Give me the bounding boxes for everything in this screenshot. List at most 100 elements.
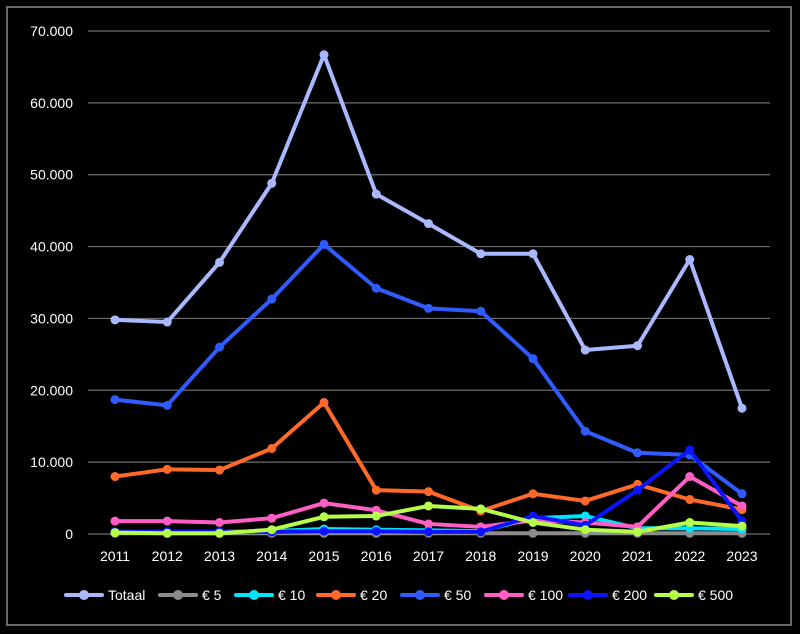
data-point [476, 527, 486, 537]
legend-marker [583, 590, 593, 600]
y-axis-ticks: 0 10.000 20.000 30.000 40.000 50.000 60.000 70.… [30, 23, 73, 542]
data-point [528, 249, 538, 259]
legend-marker [669, 590, 679, 600]
grid-lines [88, 30, 770, 535]
series-line [113, 52, 744, 411]
legend-marker [331, 590, 341, 600]
data-point [319, 398, 329, 408]
data-point [215, 342, 224, 352]
data-point [580, 496, 590, 506]
data-point [267, 178, 277, 188]
data-point [737, 489, 747, 499]
x-tick-label: 2017 [413, 548, 444, 564]
data-point [371, 283, 381, 293]
data-point [162, 317, 172, 327]
data-point [110, 395, 120, 405]
data-point [371, 189, 381, 199]
data-point [528, 528, 538, 538]
data-point [424, 303, 433, 313]
x-tick-label: 2019 [517, 548, 548, 564]
x-tick-label: 2020 [570, 548, 601, 564]
legend-label: € 20 [360, 587, 387, 603]
x-tick-label: 2015 [308, 548, 339, 564]
data-point [371, 511, 381, 521]
data-point [267, 525, 277, 535]
data-point [319, 50, 329, 60]
x-tick-label: 2013 [204, 548, 235, 564]
data-point [162, 516, 172, 526]
data-point [685, 445, 695, 455]
data-point [110, 516, 120, 526]
legend-item-0: Totaal [64, 587, 145, 603]
data-point [110, 315, 120, 325]
data-point [633, 485, 642, 495]
legend-label: Totaal [108, 587, 145, 603]
legend-item-6: € 200 [568, 587, 647, 603]
legend-item-2: € 10 [234, 587, 305, 603]
data-point [424, 219, 433, 229]
series-7 [110, 501, 747, 538]
data-point [162, 464, 172, 474]
x-tick-label: 2023 [726, 548, 757, 564]
y-tick-label: 10.000 [30, 454, 73, 470]
x-axis-ticks: 2011 2012 2013 2014 2015 2016 2017 2018 2019 2020… [100, 548, 758, 564]
y-tick-label: 50.000 [30, 167, 73, 183]
series-0 [110, 50, 747, 413]
data-point [580, 426, 590, 436]
legend-marker [173, 590, 183, 600]
legend: Totaal € 5 € 10 € 20 € 50 € 100 € 200 € 500 [64, 587, 733, 603]
x-tick-label: 2011 [100, 548, 130, 564]
x-tick-label: 2014 [256, 548, 287, 564]
data-point [528, 354, 538, 364]
legend-marker [415, 590, 425, 600]
data-point [685, 255, 695, 265]
legend-label: € 100 [528, 587, 563, 603]
legend-item-3: € 20 [316, 587, 387, 603]
data-point [215, 465, 224, 475]
legend-label: € 10 [278, 587, 305, 603]
data-point [267, 443, 277, 453]
data-point [633, 448, 642, 458]
data-point [476, 306, 486, 316]
series-3 [110, 398, 747, 516]
data-point [580, 345, 590, 355]
data-point [737, 501, 747, 511]
data-point [215, 257, 224, 267]
data-point [633, 341, 642, 351]
data-point [528, 489, 538, 499]
series-lines [110, 50, 747, 538]
data-point [162, 528, 172, 538]
data-point [267, 294, 277, 304]
data-point [319, 239, 329, 249]
data-point [267, 513, 277, 523]
data-point [580, 525, 590, 535]
x-tick-label: 2016 [361, 548, 392, 564]
data-point [110, 528, 120, 538]
y-tick-label: 60.000 [30, 95, 73, 111]
legend-item-1: € 5 [158, 587, 222, 603]
data-point [424, 487, 433, 497]
legend-label: € 5 [202, 587, 222, 603]
legend-marker [249, 590, 259, 600]
data-point [319, 526, 329, 536]
x-tick-label: 2022 [674, 548, 705, 564]
data-point [110, 472, 120, 482]
data-point [737, 403, 747, 413]
x-tick-label: 2021 [622, 548, 653, 564]
data-point [685, 495, 695, 505]
legend-item-5: € 100 [484, 587, 563, 603]
data-point [528, 518, 538, 528]
y-tick-label: 30.000 [30, 310, 73, 326]
series-5 [110, 472, 747, 532]
legend-label: € 500 [698, 587, 733, 603]
legend-item-4: € 50 [400, 587, 471, 603]
data-point [580, 511, 590, 521]
y-tick-label: 70.000 [30, 23, 73, 39]
series-line [113, 242, 744, 496]
legend-label: € 200 [612, 587, 647, 603]
x-tick-label: 2012 [152, 548, 183, 564]
data-point [737, 521, 747, 531]
legend-marker [79, 590, 89, 600]
data-point [685, 472, 695, 482]
data-point [685, 518, 695, 528]
